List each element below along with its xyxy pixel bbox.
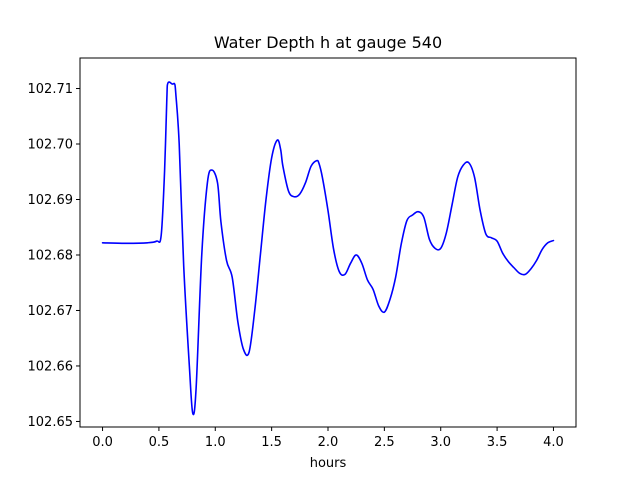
- x-tick-label: 0.0: [92, 435, 113, 450]
- x-tick-label: 1.0: [205, 435, 226, 450]
- x-axis: 0.0 0.5 1.0 1.5 2.0 2.5 3.0 3.5 4.0: [92, 427, 564, 450]
- y-axis: 102.65 102.66 102.67 102.68 102.69 102.70 102.…: [28, 82, 80, 430]
- y-tick-label: 102.67: [28, 304, 74, 319]
- x-tick-label: 3.5: [487, 435, 508, 450]
- series-line: [101, 81, 555, 416]
- chart-title: Water Depth h at gauge 540: [214, 33, 442, 52]
- x-tick-label: 2.5: [374, 435, 395, 450]
- y-tick-label: 102.66: [28, 359, 74, 374]
- x-tick-label: 4.0: [543, 435, 564, 450]
- y-tick-label: 102.71: [28, 82, 74, 97]
- y-tick-label: 102.65: [28, 415, 74, 430]
- x-tick-label: 3.0: [430, 435, 451, 450]
- x-tick-label: 0.5: [149, 435, 170, 450]
- y-tick-label: 102.69: [28, 193, 74, 208]
- y-tick-label: 102.68: [28, 248, 74, 263]
- x-tick-label: 1.5: [261, 435, 282, 450]
- x-axis-label: hours: [310, 456, 347, 471]
- y-tick-label: 102.70: [28, 138, 74, 153]
- plot-content: [101, 81, 555, 416]
- x-tick-label: 2.0: [318, 435, 339, 450]
